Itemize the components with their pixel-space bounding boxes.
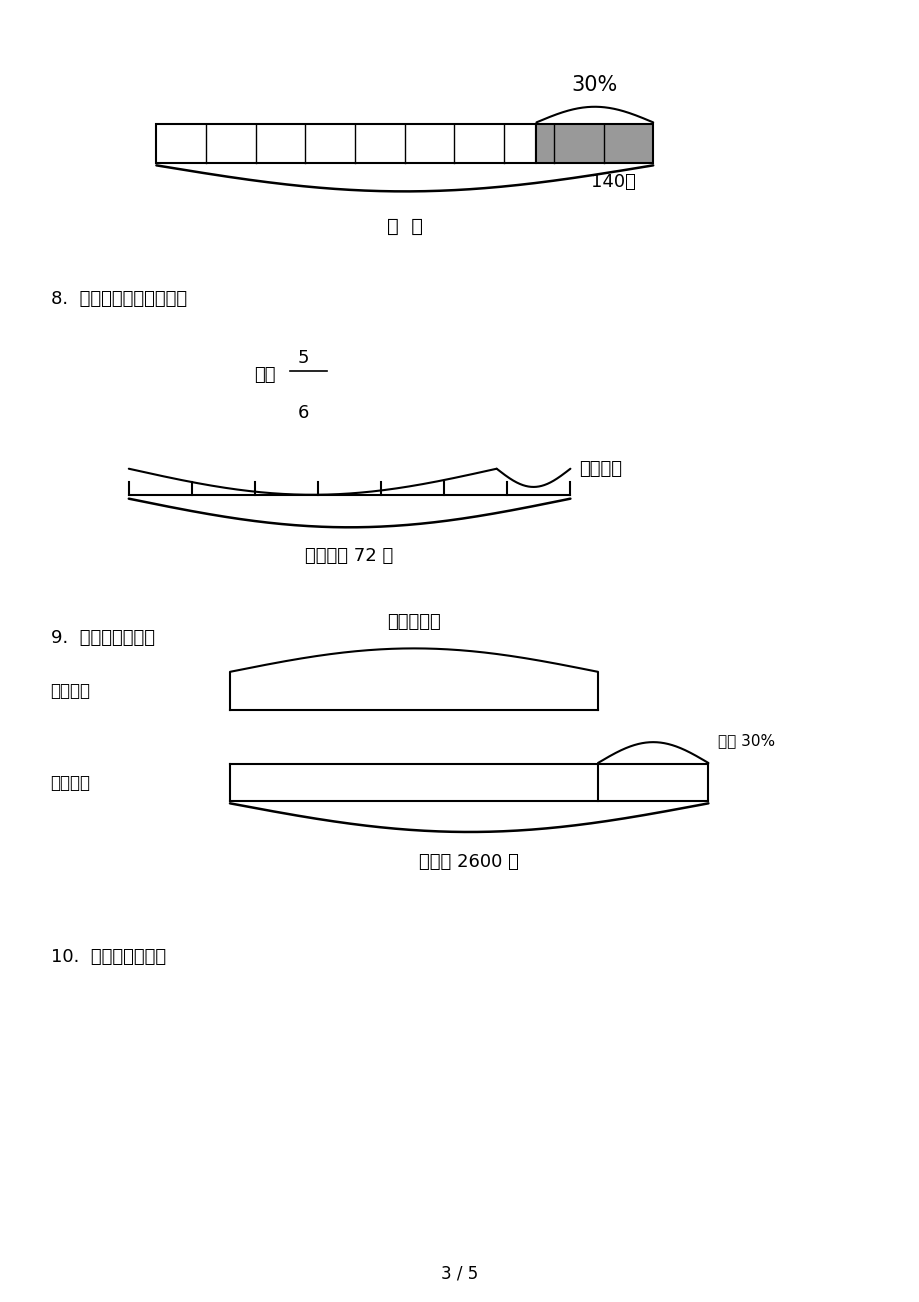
Text: 增产 30%: 增产 30% bbox=[717, 733, 774, 749]
Text: ？  吨: ？ 吨 bbox=[386, 217, 423, 237]
Text: 5: 5 bbox=[298, 349, 309, 367]
Text: 10.  看图列式计算。: 10. 看图列式计算。 bbox=[51, 948, 165, 966]
Text: 140吨: 140吨 bbox=[590, 173, 635, 191]
Text: 6: 6 bbox=[298, 404, 309, 422]
Bar bbox=[156, 124, 536, 163]
Text: 9.  看图列式计算。: 9. 看图列式计算。 bbox=[51, 629, 154, 647]
Text: 今年产量: 今年产量 bbox=[51, 773, 90, 792]
Text: 电视机？台: 电视机？台 bbox=[387, 613, 440, 631]
Text: 8.  根据线段图列式计算。: 8. 根据线段图列式计算。 bbox=[51, 290, 187, 309]
Text: 30%: 30% bbox=[571, 76, 618, 95]
Text: 还剩？页: 还剩？页 bbox=[579, 460, 622, 478]
Text: 一本书共 72 页: 一本书共 72 页 bbox=[305, 547, 393, 565]
Text: 看了: 看了 bbox=[255, 366, 276, 384]
Text: 3 / 5: 3 / 5 bbox=[441, 1264, 478, 1282]
Text: 去年产量: 去年产量 bbox=[51, 682, 90, 700]
Text: 电视机 2600 台: 电视机 2600 台 bbox=[419, 853, 518, 871]
Bar bbox=[536, 124, 652, 163]
